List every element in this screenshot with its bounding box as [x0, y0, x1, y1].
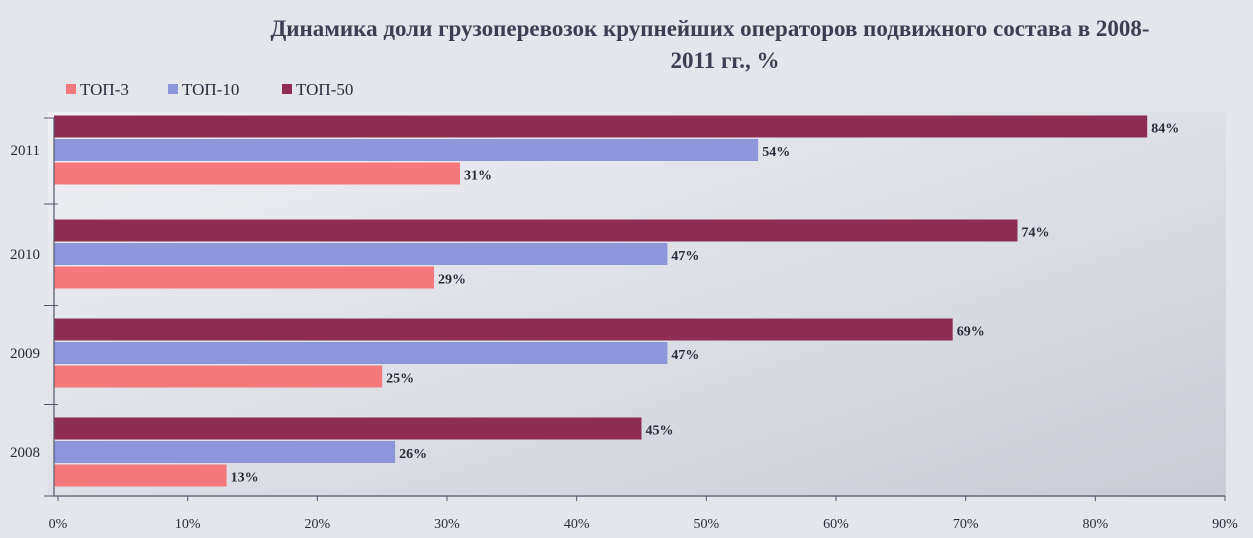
bars — [54, 115, 1148, 487]
bar-value-label: 45% — [646, 424, 674, 439]
chart-title-line-2: 2011 гг., % — [670, 48, 779, 73]
bar — [54, 365, 383, 388]
bar-value-label: 31% — [464, 169, 492, 184]
legend-swatch — [66, 84, 76, 94]
x-tick-label: 30% — [434, 517, 460, 532]
bar-value-label: 13% — [231, 471, 259, 486]
bar — [54, 219, 1018, 242]
x-tick-label: 0% — [49, 517, 68, 532]
bar-value-label: 47% — [671, 348, 699, 363]
bar — [54, 464, 227, 487]
legend-label: ТОП-50 — [296, 80, 353, 99]
bar-value-label: 54% — [762, 145, 790, 160]
bar-value-label: 74% — [1022, 226, 1050, 241]
y-axis: 2011 2010 2009 2008 — [10, 118, 55, 496]
bar-value-label: 47% — [671, 249, 699, 264]
x-tick-label: 80% — [1082, 517, 1108, 532]
bar — [54, 318, 953, 341]
bar-value-label: 29% — [438, 273, 466, 288]
bar — [54, 441, 396, 463]
y-tick-label: 2009 — [10, 346, 40, 362]
y-tick-label: 2011 — [11, 143, 40, 159]
x-axis: 0% 10% 20% 30% 40% 50% 60% 70% 80% 90% — [49, 495, 1238, 532]
y-tick-label: 2010 — [10, 247, 40, 263]
legend-label: ТОП-3 — [80, 80, 129, 99]
bar — [54, 139, 759, 161]
x-tick-label: 70% — [953, 517, 979, 532]
legend-label: ТОП-10 — [182, 80, 239, 99]
bar-value-label: 25% — [386, 372, 414, 387]
x-tick-label: 40% — [564, 517, 590, 532]
bar-value-label: 84% — [1151, 122, 1179, 137]
bar-value-label: 26% — [399, 447, 427, 462]
legend-swatch — [282, 84, 292, 94]
bar — [54, 162, 460, 185]
x-tick-label: 10% — [175, 517, 201, 532]
bar — [54, 115, 1148, 138]
x-tick-label: 60% — [823, 517, 849, 532]
bar-value-label: 69% — [957, 325, 985, 340]
legend: ТОП-3 ТОП-10 ТОП-50 — [66, 80, 353, 99]
chart-title-line-1: Динамика доли грузоперевозок крупнейших … — [270, 16, 1149, 41]
bar — [54, 342, 668, 364]
x-tick-label: 20% — [304, 517, 330, 532]
y-tick-label: 2008 — [10, 445, 40, 461]
bar-value-labels: 84% 54% 31% 74% 47% 29% 69% 47% 25% 45% 26% 13% — [231, 122, 1180, 486]
bar — [54, 243, 668, 265]
legend-swatch — [168, 84, 178, 94]
bar — [54, 417, 642, 440]
x-tick-label: 90% — [1212, 517, 1238, 532]
bar — [54, 266, 435, 289]
x-tick-label: 50% — [693, 517, 719, 532]
